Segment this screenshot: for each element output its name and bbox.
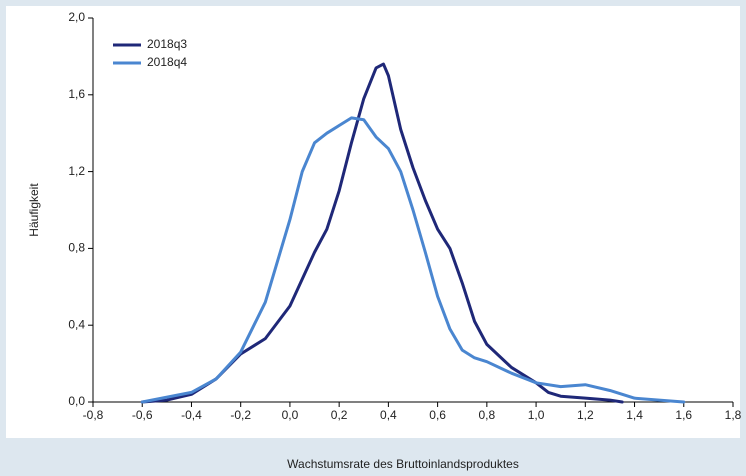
x-tick-label: 1,2 [577,408,594,422]
x-tick-label: 1,8 [725,408,742,422]
x-tick-label: -0,2 [230,408,251,422]
x-tick-label: -0,6 [132,408,153,422]
x-tick-label: -0,8 [83,408,104,422]
legend-label: 2018q3 [147,37,187,51]
x-tick-label: 0,4 [380,408,397,422]
x-tick-label: 0,2 [331,408,348,422]
x-axis-label: Wachstumsrate des Bruttoinlandsproduktes [287,457,519,471]
x-tick-label: 0,0 [282,408,299,422]
legend-label: 2018q4 [147,55,187,69]
y-tick-label: 1,6 [68,87,85,101]
y-tick-label: 0,0 [68,394,85,408]
y-tick-label: 0,8 [68,241,85,255]
series-line [140,116,686,404]
x-tick-label: 0,6 [429,408,446,422]
x-tick-label: 1,0 [528,408,545,422]
y-tick-label: 1,2 [68,164,85,178]
x-tick-label: 1,4 [626,408,643,422]
y-axis-label: Häufigkeit [27,183,41,237]
y-tick-label: 0,4 [68,317,85,331]
plot-panel [6,6,740,438]
y-tick-label: 2,0 [68,10,85,24]
x-tick-label: 0,8 [479,408,496,422]
x-tick-label: -0,4 [181,408,202,422]
x-tick-label: 1,6 [675,408,692,422]
